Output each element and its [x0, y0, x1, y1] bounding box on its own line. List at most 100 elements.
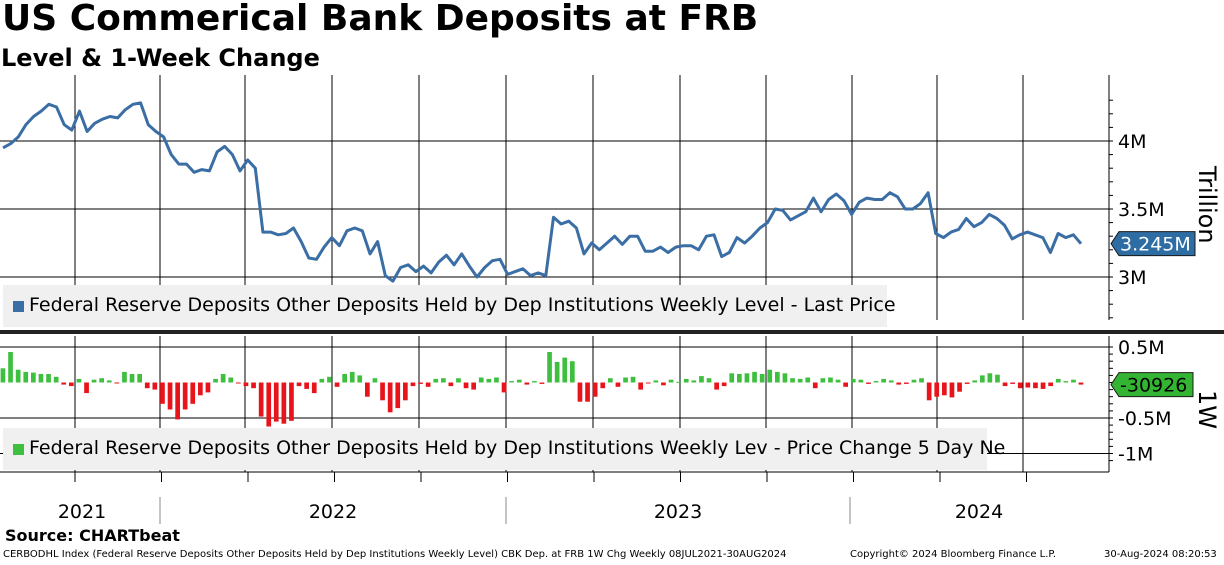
x-tick-2023: 2023: [654, 501, 702, 523]
change-bar-6: [46, 374, 51, 383]
change-bar-64: [486, 378, 492, 383]
change-bar-108: [820, 378, 826, 383]
change-bar-123: [934, 382, 940, 397]
change-bar-126: [957, 382, 962, 392]
change-bar-25: [190, 382, 196, 404]
change-bar-134: [1017, 382, 1023, 389]
x-tick-2021: 2021: [58, 501, 106, 523]
change-bar-133: [1010, 382, 1015, 384]
change-bar-86: [653, 380, 659, 383]
change-bar-4: [31, 372, 36, 383]
change-bar-131: [995, 374, 1000, 383]
change-bar-27: [205, 382, 211, 393]
change-bar-53: [403, 382, 408, 401]
change-bar-32: [243, 382, 249, 387]
change-bar-136: [1033, 382, 1038, 389]
level-line: [2, 101, 1083, 283]
change-bar-52: [395, 382, 401, 409]
change-bar-56: [425, 382, 431, 387]
chart-title: US Commerical Bank Deposits at FRB: [2, 0, 759, 39]
change-bar-124: [942, 382, 947, 396]
legend-change: Federal Reserve Deposits Other Deposits …: [3, 428, 1005, 470]
chart-subtitle: Level & 1-Week Change: [1, 44, 320, 72]
change-bar-58: [441, 378, 446, 383]
footer-center: Copyright© 2024 Bloomberg Finance L.P.: [850, 549, 1057, 560]
change-bar-23: [175, 382, 180, 420]
change-bar-47: [357, 375, 363, 383]
change-bar-97: [737, 374, 742, 383]
change-bar-66: [501, 382, 507, 393]
change-bar-91: [691, 380, 697, 383]
change-bar-59: [448, 382, 454, 387]
change-bar-87: [661, 382, 666, 386]
change-bar-129: [980, 375, 985, 383]
change-bar-122: [926, 382, 932, 401]
change-bar-114: [866, 382, 871, 384]
change-bar-142: [1078, 382, 1084, 385]
change-bar-22: [167, 382, 173, 410]
change-bar-7: [53, 376, 59, 383]
change-bar-109: [828, 377, 833, 383]
change-bar-33: [251, 382, 256, 389]
last-level-tag-label: 3.245M: [1120, 234, 1191, 256]
change-bar-45: [342, 374, 347, 383]
change-bar-77: [585, 382, 590, 402]
change-bar-9: [69, 382, 74, 387]
change-bar-137: [1040, 382, 1046, 389]
change-bar-73: [554, 361, 560, 383]
change-bar-130: [987, 373, 993, 383]
change-bar-111: [843, 382, 848, 387]
legend-level-swatch: [13, 301, 24, 312]
change-bar-105: [797, 378, 803, 383]
change-bar-74: [562, 357, 568, 383]
change-bar-121: [919, 378, 924, 383]
level-series: [2, 101, 1083, 283]
change-bar-113: [858, 379, 864, 383]
source-note: Source: CHARTbeat: [5, 526, 180, 545]
vertical-gridlines: [74, 75, 1024, 472]
change-bar-3: [23, 371, 29, 383]
change-bar-69: [524, 382, 530, 385]
change-bar-127: [964, 382, 970, 384]
change-bar-84: [638, 382, 643, 390]
change-bar-101: [767, 369, 773, 383]
change-bar-132: [1002, 382, 1008, 387]
y-tick-bottom-1: -0.5M: [1118, 408, 1171, 430]
change-bar-18: [137, 374, 142, 383]
change-bar-61: [463, 382, 469, 389]
change-bar-93: [706, 378, 712, 383]
change-bar-98: [744, 373, 750, 383]
change-bar-1: [8, 352, 13, 383]
change-bar-72: [547, 352, 552, 383]
horizontal-gridlines: [0, 140, 1109, 454]
change-bar-116: [881, 378, 886, 383]
y-axis-label-top: Trillion: [1193, 165, 1221, 244]
change-bar-106: [805, 377, 811, 383]
change-bar-35: [266, 382, 272, 427]
last-level-tag-bg: [1110, 231, 1196, 257]
y-axis-label-bottom: 1W: [1193, 390, 1221, 429]
change-bar-55: [418, 382, 423, 384]
change-bar-62: [471, 382, 476, 390]
change-bar-125: [949, 382, 955, 398]
change-bar-2: [15, 369, 21, 383]
change-bar-21: [160, 382, 165, 404]
change-bar-140: [1063, 381, 1069, 383]
change-bar-94: [714, 382, 719, 390]
change-bar-31: [236, 382, 241, 384]
change-bar-82: [623, 377, 628, 383]
change-bar-5: [38, 374, 44, 383]
change-bar-65: [494, 377, 499, 383]
change-bar-118: [896, 382, 902, 385]
change-bar-67: [509, 381, 514, 383]
change-bar-120: [911, 379, 917, 383]
change-bar-68: [516, 379, 522, 383]
change-bar-138: [1048, 382, 1053, 387]
change-bar-38: [289, 382, 294, 421]
change-bar-110: [835, 379, 841, 383]
change-bar-10: [76, 378, 82, 383]
axes: [0, 75, 1224, 524]
change-bar-128: [972, 380, 978, 383]
change-bar-50: [380, 382, 385, 401]
